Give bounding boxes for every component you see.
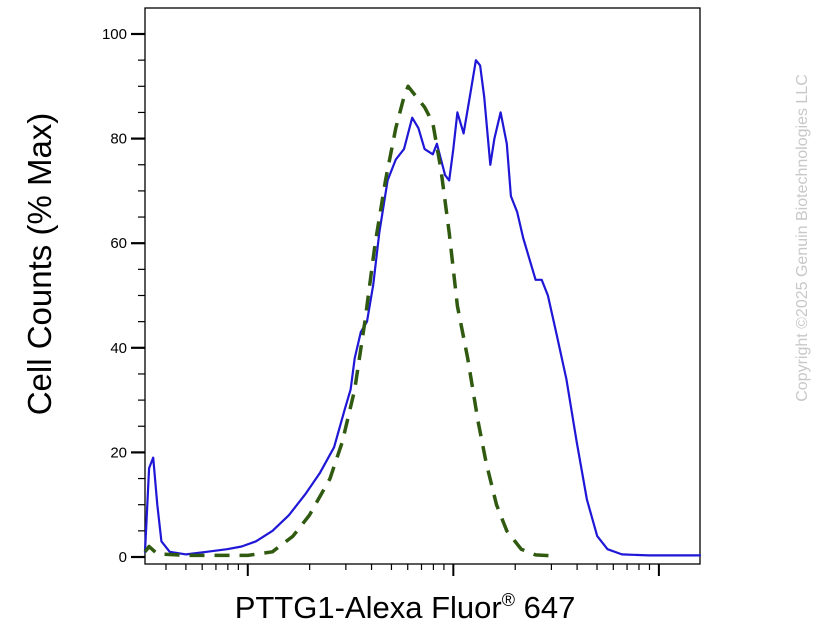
series-line-solid (143, 59, 702, 557)
histogram-series (143, 59, 702, 558)
y-tick-label: 60 (110, 235, 127, 252)
y-axis-ticks: 0 20 40 60 80 100 (102, 26, 145, 566)
y-tick-label: 40 (110, 340, 127, 357)
copyright-watermark: Copyright ©2025 Genuin Biotechnologies L… (794, 74, 811, 402)
x-axis-label: PTTG1-Alexa Fluor® 647 (235, 590, 576, 626)
plot-frame (144, 7, 701, 565)
x-axis-label-registered: ® (501, 590, 515, 610)
y-tick-label: 100 (102, 26, 127, 43)
y-tick-label: 80 (110, 131, 127, 148)
y-tick-label: 0 (119, 549, 127, 566)
y-tick-label: 20 (110, 444, 127, 461)
x-axis-ticks (165, 564, 660, 576)
x-axis-label-tail: 647 (514, 590, 576, 625)
y-axis-label: Cell Counts (% Max) (21, 112, 58, 416)
x-axis-label-main: PTTG1-Alexa Fluor (234, 590, 502, 625)
series-line-dashed (143, 84, 557, 558)
